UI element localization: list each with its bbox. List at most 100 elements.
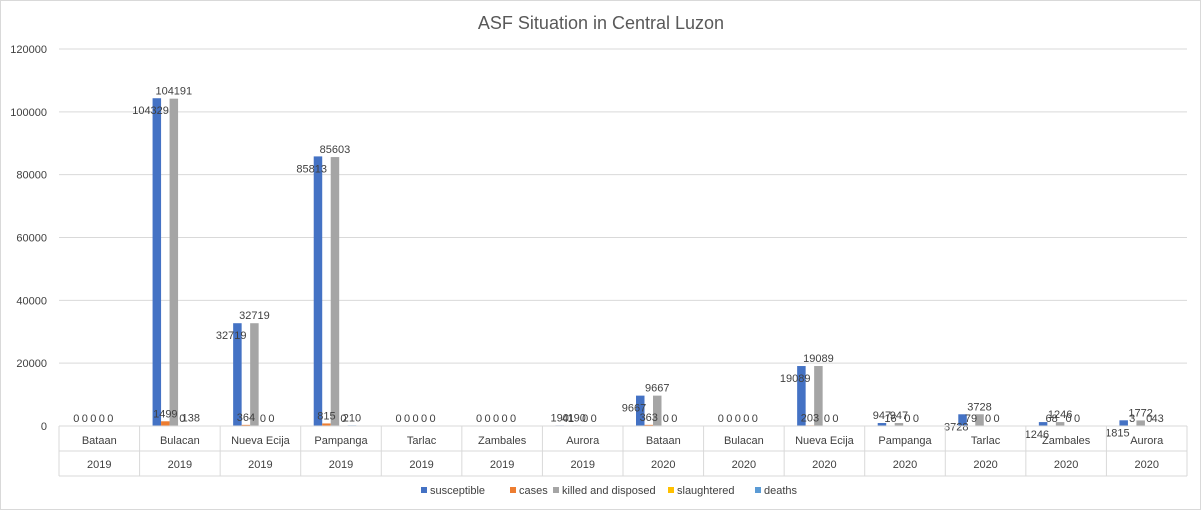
data-label: 0 <box>1066 413 1072 425</box>
legend-item-deaths[interactable]: deaths <box>755 485 798 497</box>
x-year-label: 2019 <box>168 459 192 471</box>
bar-cases-3 <box>322 423 331 426</box>
bar-susceptible-2 <box>233 323 242 426</box>
bar-susceptible-13 <box>1119 420 1128 426</box>
data-label: 363 <box>640 412 658 424</box>
data-label: 138 <box>182 413 200 425</box>
legend-swatch <box>421 487 427 493</box>
x-category-label: Zambales <box>478 435 527 447</box>
data-label: 3728 <box>944 421 968 433</box>
legend[interactable]: susceptible cases killed and disposed slaug… <box>421 485 798 497</box>
data-label: 68 <box>1045 413 1057 425</box>
data-label: 19089 <box>803 353 834 365</box>
data-label: 43 <box>1152 413 1164 425</box>
data-label: 79 <box>965 413 977 425</box>
bar-susceptible-7 <box>636 395 645 426</box>
x-year-label: 2019 <box>570 459 594 471</box>
data-label: 0 <box>502 413 508 425</box>
legend-item-killed-and-disposed[interactable]: killed and disposed <box>553 485 656 497</box>
x-year-label: 2020 <box>732 459 756 471</box>
x-category-label: Tarlac <box>407 435 437 447</box>
chart-title: ASF Situation in Central Luzon <box>478 13 724 33</box>
y-tick-label: 100000 <box>10 107 47 119</box>
data-label: 0 <box>476 413 482 425</box>
data-label: 0 <box>832 413 838 425</box>
bar-killed-and-disposed-10 <box>894 423 904 426</box>
x-category-label: Bulacan <box>724 435 764 447</box>
data-label: 0 <box>904 413 910 425</box>
data-label: 9667 <box>645 383 669 395</box>
bars <box>152 98 1162 426</box>
legend-item-slaughtered[interactable]: slaughtered <box>668 485 735 497</box>
legend-label: slaughtered <box>677 485 735 497</box>
data-label: 0 <box>993 413 999 425</box>
x-category-label: Pampanga <box>878 435 932 447</box>
legend-swatch <box>755 487 761 493</box>
data-label: 85813 <box>296 163 327 175</box>
data-label: 85603 <box>320 144 351 156</box>
x-year-label: 2020 <box>651 459 675 471</box>
x-year-label: 2019 <box>329 459 353 471</box>
x-year-label: 2019 <box>87 459 111 471</box>
data-label: 0 <box>1146 413 1152 425</box>
data-label: 0 <box>421 413 427 425</box>
bar-cases-7 <box>644 424 653 426</box>
bar-killed-and-disposed-11 <box>975 414 984 426</box>
legend-label: deaths <box>764 485 798 497</box>
data-label: 0 <box>510 413 516 425</box>
data-label: 0 <box>671 413 677 425</box>
x-axis: Bataan 2019 Bulacan 2019 Nueva Ecija 2019 Pamp… <box>58 425 1188 477</box>
data-label: 210 <box>343 412 361 424</box>
data-label: 0 <box>404 413 410 425</box>
y-tick-label: 80000 <box>16 170 47 182</box>
x-category-label: Nueva Ecija <box>795 435 855 447</box>
bar-killed-and-disposed-13 <box>1136 420 1145 426</box>
x-category-label: Pampanga <box>314 435 368 447</box>
data-label: 0 <box>743 413 749 425</box>
data-label: 0 <box>73 413 79 425</box>
data-label: 0 <box>179 413 185 425</box>
data-label: 0 <box>726 413 732 425</box>
bar-killed-and-disposed-12 <box>1055 422 1065 426</box>
data-label: 1772 <box>1128 407 1152 419</box>
legend-label: cases <box>519 485 548 497</box>
x-category-label: Bulacan <box>160 435 200 447</box>
gridlines <box>59 48 1187 427</box>
data-label: 947 <box>890 410 908 422</box>
data-label: 0 <box>268 413 274 425</box>
data-label: 104191 <box>155 86 192 98</box>
x-category-label: Zambales <box>1042 435 1091 447</box>
data-label: 0 <box>493 413 499 425</box>
y-tick-label: 40000 <box>16 295 47 307</box>
legend-label: killed and disposed <box>562 485 656 497</box>
data-label: 0 <box>395 413 401 425</box>
data-label: 0 <box>718 413 724 425</box>
data-label: 3 <box>1129 413 1135 425</box>
data-label: 190 <box>550 412 568 424</box>
legend-item-cases[interactable]: cases <box>510 485 548 497</box>
bar-killed-and-disposed-9 <box>814 366 823 426</box>
data-label: 9667 <box>622 403 646 415</box>
x-year-label: 2020 <box>893 459 917 471</box>
bar-cases-2 <box>241 424 251 426</box>
data-label: 32719 <box>239 310 270 322</box>
legend-swatch <box>668 487 674 493</box>
bar-susceptible-9 <box>797 366 806 426</box>
x-year-label: 2019 <box>490 459 514 471</box>
x-category-label: Bataan <box>646 435 681 447</box>
x-year-label: 2020 <box>1134 459 1158 471</box>
data-label: 41 <box>562 413 574 425</box>
data-label: 0 <box>82 413 88 425</box>
data-label: 16 <box>884 413 896 425</box>
legend-item-susceptible[interactable]: susceptible <box>421 485 485 497</box>
legend-swatch <box>553 487 559 493</box>
data-label: 947 <box>873 410 891 422</box>
x-year-label: 2019 <box>409 459 433 471</box>
x-category-label: Tarlac <box>971 435 1001 447</box>
bar-susceptible-11 <box>958 414 967 426</box>
data-label: 190 <box>567 412 585 424</box>
data-label: 0 <box>985 413 991 425</box>
data-label: 0 <box>429 413 435 425</box>
